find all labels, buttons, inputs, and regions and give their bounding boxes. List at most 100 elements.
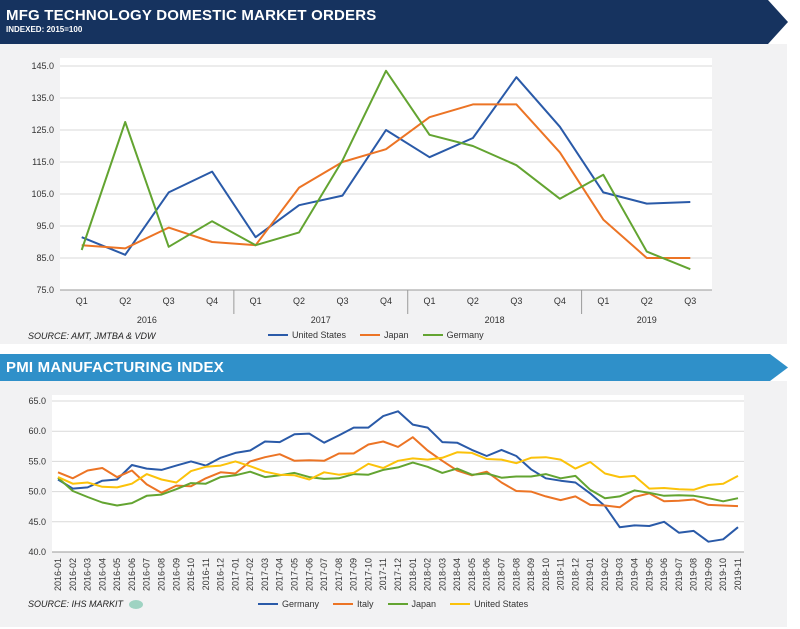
chart1-year-label: 2018 [485,315,505,325]
chart1-x-tick: Q1 [597,296,609,306]
chart2-banner: PMI MANUFACTURING INDEX [0,354,790,381]
chart2-legend-label: Italy [357,599,374,609]
chart1-y-tick: 85.0 [36,253,54,263]
chart2-panel: 65.0 60.0 55.0 50.0 45.0 40.0 2016-01 2016-02 20… [0,381,787,627]
chart2-x-tick: 2018-11 [556,558,566,590]
chart2-x-tick: 2019-09 [703,558,713,591]
chart2-legend-item: United States [450,599,528,609]
chart1-plot: 145.0 135.0 125.0 115.0 105.0 95.0 85.0 75.0 Q1 Q… [31,58,712,325]
chart2-x-tick: 2019-11 [733,558,743,590]
chart2-x-tick: 2017-09 [349,558,359,591]
chart2-x-tick: 2017-10 [363,558,373,591]
chart1-x-tick: Q2 [119,296,131,306]
chart1-year-label: 2019 [637,315,657,325]
chart1-y-tick: 145.0 [31,61,54,71]
chart1-year-label: 2017 [311,315,331,325]
chart1-panel: 145.0 135.0 125.0 115.0 105.0 95.0 85.0 75.0 Q1 Q… [0,44,787,344]
chart2-series-line-germany [57,410,739,543]
chart2-x-tick: 2018-08 [511,558,521,591]
chart2-legend-item: Germany [258,599,319,609]
chart2-x-tick: 2018-10 [541,558,551,591]
chart2-legend-item: Japan [387,599,437,609]
chart2-legend-label: Japan [411,599,437,609]
chart2-x-tick: 2018-02 [423,558,433,591]
chart2-x-tick: 2018-05 [467,558,477,591]
chart2-x-tick: 2016-10 [186,558,196,591]
chart2-x-tick: 2019-05 [644,558,654,591]
chart1-legend-swatch [360,334,381,336]
chart1-x-tick: Q3 [510,296,522,306]
chart2-x-tick: 2019-06 [659,558,669,591]
chart1-x-tick: Q2 [641,296,653,306]
chart1-x-tick: Q4 [554,296,566,306]
chart2-x-tick: 2018-06 [482,558,492,591]
chart2-y-tick: 60.0 [28,426,46,436]
chart1-series-line-united-states [81,76,691,256]
chart2-x-tick: 2018-01 [408,558,418,591]
chart1-y-tick: 95.0 [36,221,54,231]
chart2-title: PMI MANUFACTURING INDEX [6,359,224,376]
chart2-source-text: SOURCE: IHS MARKIT [28,599,124,609]
chart1-y-tick: 125.0 [31,125,54,135]
chart2-x-tick: 2019-01 [585,558,595,591]
chart2-legend: Germany Italy Japan United States [258,599,542,609]
chart2-x-tick: 2017-06 [304,558,314,591]
chart1-legend-item: Germany [422,330,484,340]
chart2-x-tick: 2016-06 [127,558,137,591]
chart1-banner: MFG TECHNOLOGY DOMESTIC MARKET ORDERS IN… [0,0,790,44]
chart2-banner-arrow [0,354,788,381]
chart1-legend-item: Japan [360,330,409,340]
chart1-series-line-germany [80,69,691,271]
chart2-series-line-italy [57,436,739,509]
chart1-banner-arrow [0,0,788,44]
chart1-legend-item: United States [268,330,346,340]
chart2-x-tick: 2019-03 [615,558,625,591]
chart2-x-tick: 2018-09 [526,558,536,591]
chart2-x-tick: 2017-12 [393,558,403,591]
chart2-source: SOURCE: IHS MARKIT [28,599,144,609]
chart2-x-tick: 2017-03 [260,558,270,591]
chart2-x-tick: 2016-11 [201,558,211,590]
chart2-x-tick: 2019-07 [674,558,684,591]
chart1-x-tick: Q3 [337,296,349,306]
chart2-x-tick: 2016-07 [142,558,152,591]
chart2-x-tick: 2016-04 [97,558,107,591]
chart2-x-tick: 2016-08 [156,558,166,591]
chart2-legend-swatch [387,603,408,605]
chart2-x-tick: 2016-01 [53,558,63,591]
chart2-legend-swatch [333,603,354,605]
chart2-x-tick: 2016-12 [216,558,226,591]
chart2-x-tick: 2018-03 [437,558,447,591]
chart2-x-tick: 2016-05 [112,558,122,591]
chart2-plot: 65.0 60.0 55.0 50.0 45.0 40.0 2016-01 2016-02 20… [28,395,744,591]
chart1-legend-label: Japan [384,330,409,340]
chart2-x-tick: 2019-08 [689,558,699,591]
chart2-x-tick: 2018-12 [570,558,580,591]
chart2-legend-swatch [450,603,471,605]
chart1-x-tick: Q1 [423,296,435,306]
chart1-y-tick: 75.0 [36,285,54,295]
chart1-source: SOURCE: AMT, JMTBA & VDW [28,331,156,341]
chart2-plot-bg [52,395,744,552]
chart1-legend-label: United States [292,330,347,340]
chart1-x-tick: Q1 [76,296,88,306]
chart1-year-label: 2016 [137,315,157,325]
chart2-series-line-japan [57,461,739,507]
chart1-title: MFG TECHNOLOGY DOMESTIC MARKET ORDERS [6,7,377,24]
chart2-x-tick: 2019-04 [630,558,640,591]
chart2-legend-label: Germany [282,599,320,609]
chart2-x-tick: 2018-07 [496,558,506,591]
chart1-x-tick: Q3 [163,296,175,306]
chart1-y-tick: 135.0 [31,93,54,103]
chart2-x-tick: 2019-02 [600,558,610,591]
chart2-x-tick: 2017-02 [245,558,255,591]
chart1-y-tick: 105.0 [31,189,54,199]
chart2-y-tick: 55.0 [28,456,46,466]
chart1-legend-label: Germany [446,330,484,340]
chart1-legend: United States Japan Germany [268,330,498,340]
chart1-legend-swatch [422,334,443,336]
chart2-x-tick: 2017-08 [334,558,344,591]
chart2-x-tick: 2016-02 [68,558,78,591]
chart1-subtitle: INDEXED: 2015=100 [6,25,83,34]
chart1-y-tick: 115.0 [32,157,54,167]
